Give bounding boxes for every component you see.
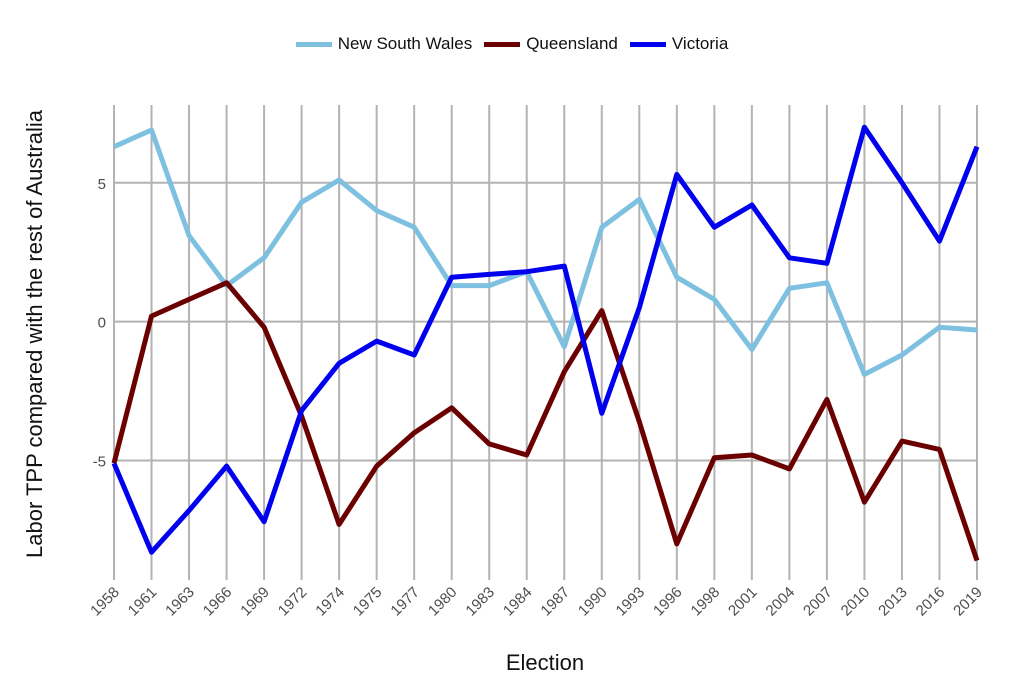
series-line-queensland xyxy=(111,280,980,562)
x-tick-label: 2016 xyxy=(913,584,949,620)
y-axis-label: Labor TPP compared with the rest of Aust… xyxy=(22,109,47,558)
x-tick-label: 1966 xyxy=(200,584,236,620)
legend-swatch xyxy=(295,41,332,47)
x-tick-label: 1961 xyxy=(125,584,161,620)
grid-lines xyxy=(113,105,978,580)
y-tick-label: 0 xyxy=(98,315,106,332)
x-tick-label: 1990 xyxy=(575,584,611,620)
x-tick-label: 1983 xyxy=(462,584,498,620)
legend-item: Victoria xyxy=(629,34,729,54)
x-tick-label: 1958 xyxy=(87,584,123,620)
x-tick-label: 1974 xyxy=(312,584,348,620)
x-tick-label: 1987 xyxy=(537,584,573,620)
x-tick-label: 2019 xyxy=(950,584,986,620)
x-tick-label: 1993 xyxy=(613,584,649,620)
y-tick-labels: -5 0 5 xyxy=(93,176,106,471)
y-tick-label: -5 xyxy=(93,454,106,471)
legend-item: Queensland xyxy=(484,34,618,54)
x-tick-label: 1996 xyxy=(650,584,686,620)
series-line-victoria xyxy=(111,124,980,555)
x-tick-label: 2004 xyxy=(763,584,799,620)
legend-item: New South Wales xyxy=(295,34,473,54)
x-tick-label: 2010 xyxy=(838,584,874,620)
x-tick-labels: 1958 1961 1963 1966 1969 1972 1974 1975 1977 1980… xyxy=(87,584,986,620)
x-tick-label: 1972 xyxy=(275,584,311,620)
series-lines xyxy=(111,124,980,562)
y-tick-label: 5 xyxy=(98,176,106,193)
x-tick-label: 1998 xyxy=(688,584,724,620)
x-tick-label: 2001 xyxy=(725,584,761,620)
x-tick-label: 1975 xyxy=(350,584,386,620)
series-line-new-south-wales xyxy=(112,127,978,377)
x-tick-label: 2007 xyxy=(800,584,836,620)
legend-label: Victoria xyxy=(671,34,729,53)
legend-swatch xyxy=(484,41,521,47)
x-tick-label: 1980 xyxy=(425,584,461,620)
x-tick-label: 1984 xyxy=(500,584,536,620)
legend-label: New South Wales xyxy=(337,34,473,53)
legend: New South Wales Queensland Victoria xyxy=(0,34,1024,54)
x-tick-label: 1969 xyxy=(237,584,273,620)
legend-swatch xyxy=(629,41,666,47)
x-tick-label: 1963 xyxy=(162,584,198,620)
x-axis-label: Election xyxy=(506,650,584,675)
x-tick-label: 2013 xyxy=(875,584,911,620)
x-tick-label: 1977 xyxy=(387,584,423,620)
legend-label: Queensland xyxy=(526,34,618,53)
